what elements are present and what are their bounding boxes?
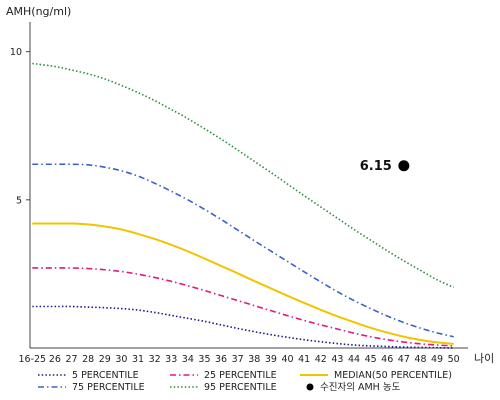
legend: 5 PERCENTILE 25 PERCENTILE MEDIAN(50 PERCE…	[38, 370, 452, 393]
legend-label-4: 75 PERCENTILE	[72, 382, 145, 393]
x-tick-label: 41	[298, 354, 310, 365]
x-tick-label: 37	[232, 354, 244, 365]
y-tick-group: 5 10	[10, 47, 30, 206]
x-tick-label: 31	[132, 354, 144, 365]
series-line-1	[32, 305, 454, 349]
x-tick-label: 40	[281, 354, 293, 365]
series-line-5	[32, 62, 455, 288]
legend-label-5: 95 PERCENTILE	[204, 382, 277, 393]
legend-point-swatch	[306, 383, 314, 391]
x-tick-label: 43	[331, 354, 343, 365]
x-tick-label: 38	[248, 354, 260, 365]
legend-label-1: 5 PERCENTILE	[72, 370, 139, 381]
x-tick-label: 34	[182, 354, 194, 365]
x-tick-label: 16-25	[19, 354, 47, 365]
x-axis-title: 나이	[474, 352, 494, 365]
x-tick-label: 44	[348, 354, 360, 365]
x-tick-label: 29	[99, 354, 111, 365]
y-tick-label: 10	[10, 47, 22, 58]
series-line-group	[32, 62, 455, 349]
series-line-2	[32, 267, 454, 347]
x-tick-label: 28	[82, 354, 94, 365]
x-tick-label: 30	[115, 354, 127, 365]
highlight-point-group: 6.15	[360, 159, 410, 174]
series-line-3	[32, 222, 454, 345]
x-tick-label: 33	[165, 354, 177, 365]
x-tick-label: 32	[149, 354, 161, 365]
x-tick-label: 42	[315, 354, 327, 365]
legend-label-3: MEDIAN(50 PERCENTILE)	[334, 370, 452, 381]
x-tick-group: 16-25 26 27 28 29 30 31 32 33 34 35 36 37 38 39 40 41 42 4…	[19, 354, 460, 365]
patient-amh-point	[398, 160, 410, 172]
patient-amh-value-label: 6.15	[360, 159, 392, 174]
legend-label-2: 25 PERCENTILE	[204, 370, 277, 381]
x-tick-label: 36	[215, 354, 227, 365]
x-tick-label: 35	[198, 354, 210, 365]
y-axis-title: AMH(ng/ml)	[6, 5, 71, 18]
legend-point-label: 수진자의 AMH 농도	[320, 382, 401, 393]
x-tick-label: 47	[398, 354, 410, 365]
x-tick-label: 39	[265, 354, 277, 365]
x-tick-label: 27	[65, 354, 77, 365]
x-tick-label: 46	[381, 354, 393, 365]
y-tick-label: 5	[16, 195, 22, 206]
series-line-4	[32, 163, 454, 338]
x-tick-label: 26	[49, 354, 61, 365]
x-tick-label: 50	[448, 354, 460, 365]
x-tick-label: 48	[414, 354, 426, 365]
x-tick-label: 45	[365, 354, 377, 365]
x-tick-label: 49	[431, 354, 443, 365]
